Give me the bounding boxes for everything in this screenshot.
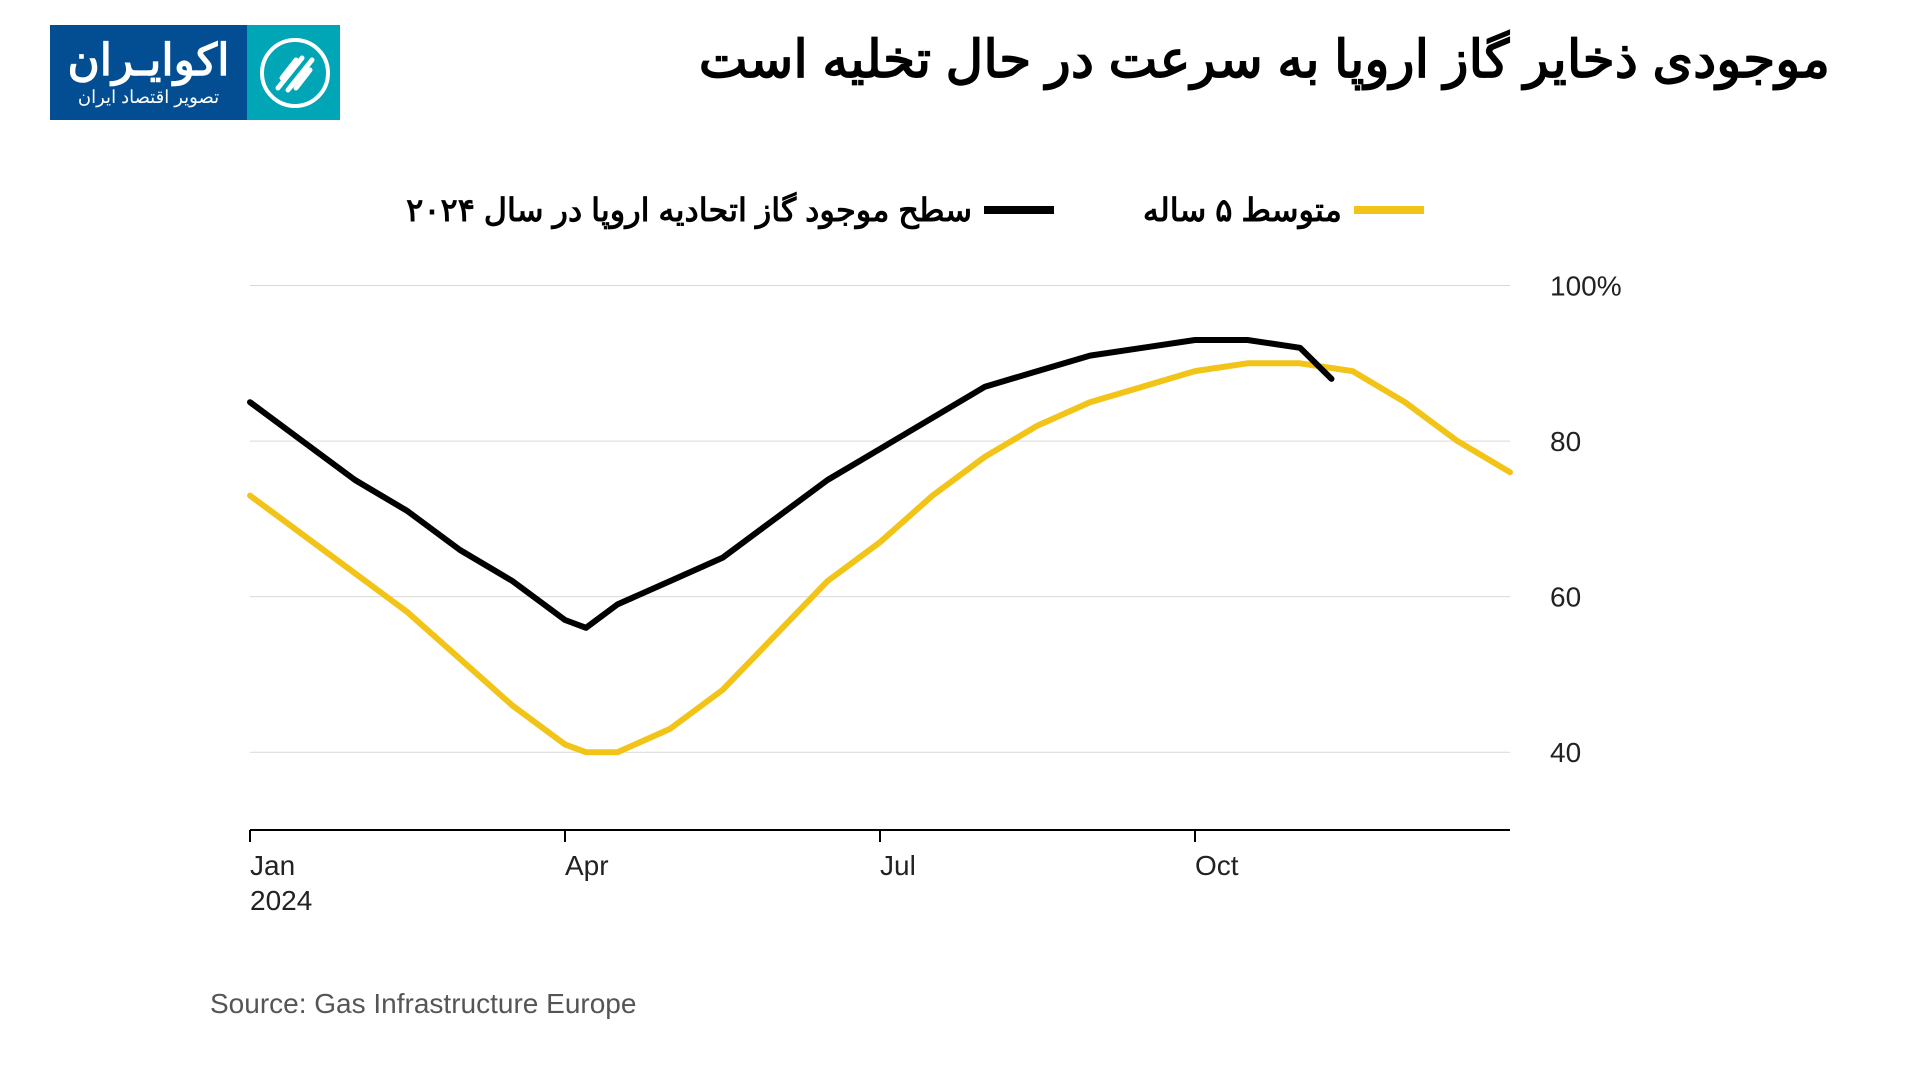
legend-item-5yr-avg: متوسط ۵ ساله bbox=[1143, 191, 1424, 229]
svg-text:Jul: Jul bbox=[880, 850, 916, 881]
chart-legend: متوسط ۵ ساله سطح موجود گاز اتحادیه اروپا… bbox=[260, 185, 1570, 229]
brand-icon bbox=[250, 25, 340, 120]
svg-text:2024: 2024 bbox=[250, 885, 312, 916]
svg-text:Jan: Jan bbox=[250, 850, 295, 881]
legend-label-2024: سطح موجود گاز اتحادیه اروپا در سال ۲۰۲۴ bbox=[406, 191, 972, 229]
chart-source: Source: Gas Infrastructure Europe bbox=[210, 988, 636, 1020]
svg-text:Oct: Oct bbox=[1195, 850, 1239, 881]
brand-tagline: تصویر اقتصاد ایران bbox=[78, 88, 219, 107]
line-chart: 40 60 80 100% Jan 2024 Apr Jul Oct bbox=[210, 255, 1730, 935]
svg-text:40: 40 bbox=[1550, 737, 1581, 768]
brand-text-block: اکوایـران تصویر اقتصاد ایران bbox=[50, 25, 250, 120]
brand-name: اکوایـران bbox=[67, 38, 229, 84]
legend-label-5yr-avg: متوسط ۵ ساله bbox=[1143, 191, 1342, 229]
svg-text:100%: 100% bbox=[1550, 271, 1622, 302]
legend-swatch-2024 bbox=[984, 206, 1054, 214]
svg-text:60: 60 bbox=[1550, 582, 1581, 613]
svg-text:80: 80 bbox=[1550, 426, 1581, 457]
chart-title: موجودی ذخایر گاز اروپا به سرعت در حال تخ… bbox=[420, 30, 1830, 90]
svg-text:Apr: Apr bbox=[565, 850, 609, 881]
legend-item-2024: سطح موجود گاز اتحادیه اروپا در سال ۲۰۲۴ bbox=[406, 191, 1054, 229]
legend-swatch-5yr-avg bbox=[1354, 206, 1424, 214]
brand-logo: اکوایـران تصویر اقتصاد ایران bbox=[50, 25, 340, 120]
